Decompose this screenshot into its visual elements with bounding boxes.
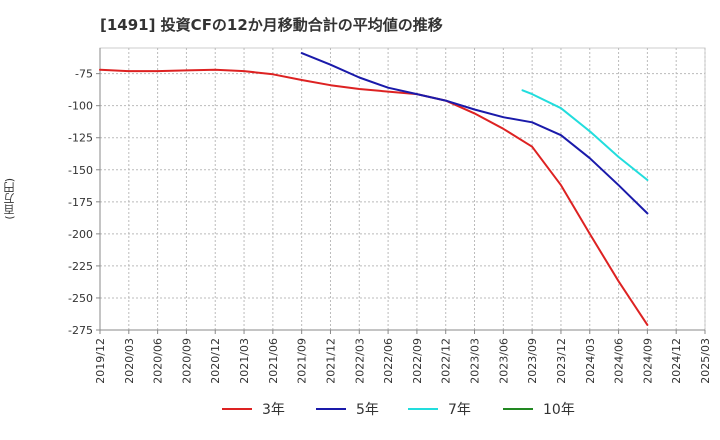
legend-layer: 3年 5年 7年 10年	[222, 402, 575, 418]
y-tick-label: -150	[68, 164, 93, 177]
x-tick-label: 2020/12	[209, 338, 222, 384]
chart-title: [1491] 投資CFの12か月移動合計の平均値の推移	[100, 16, 443, 34]
series-layer	[99, 52, 649, 326]
x-tick-label: 2023/06	[497, 338, 510, 384]
legend-label-1: 3年	[262, 402, 285, 418]
x-tick-label: 2021/06	[267, 338, 280, 384]
y-tick-label: -275	[68, 324, 93, 337]
x-tick-label: 2021/09	[296, 338, 309, 384]
x-tick-label: 2022/06	[382, 338, 395, 384]
series-line-2	[300, 52, 649, 215]
x-tick-label: 2020/03	[123, 338, 136, 384]
x-tick-label: 2024/03	[584, 338, 597, 384]
x-tick-label: 2023/09	[526, 338, 539, 384]
y-tick-label: -175	[68, 196, 93, 209]
x-tick-label: 2021/03	[238, 338, 251, 384]
x-tick-label: 2022/12	[440, 338, 453, 384]
x-tick-label: 2024/06	[613, 338, 626, 384]
series-line-1	[99, 68, 649, 326]
x-tick-label: 2024/12	[670, 338, 683, 384]
y-tick-label: -100	[68, 100, 93, 113]
x-tick-label: 2023/12	[555, 338, 568, 384]
x-tick-label: 2024/09	[641, 338, 654, 384]
x-tick-label: 2021/12	[324, 338, 337, 384]
x-tick-label: 2019/12	[94, 338, 107, 384]
legend-label-2: 5年	[356, 402, 379, 418]
grid-layer	[99, 47, 706, 331]
legend-label-3: 7年	[448, 402, 471, 418]
y-tick-label: -75	[75, 68, 93, 81]
y-tick-label: -225	[68, 260, 93, 273]
y-tick-label: -250	[68, 292, 93, 305]
x-tick-label: 2020/06	[152, 338, 165, 384]
y-tick-label: -200	[68, 228, 93, 241]
x-tick-label: 2023/03	[469, 338, 482, 384]
axis-layer: 2019/12 2020/03 2020/06 2020/09 2020/12 2021/…	[68, 48, 712, 384]
legend-label-4: 10年	[543, 402, 575, 418]
x-tick-label: 2020/09	[180, 338, 193, 384]
x-tick-label: 2022/09	[411, 338, 424, 384]
x-tick-label: 2022/03	[353, 338, 366, 384]
y-tick-label: -125	[68, 132, 93, 145]
x-tick-label: 2025/03	[699, 338, 712, 384]
series-line-3	[521, 89, 649, 181]
